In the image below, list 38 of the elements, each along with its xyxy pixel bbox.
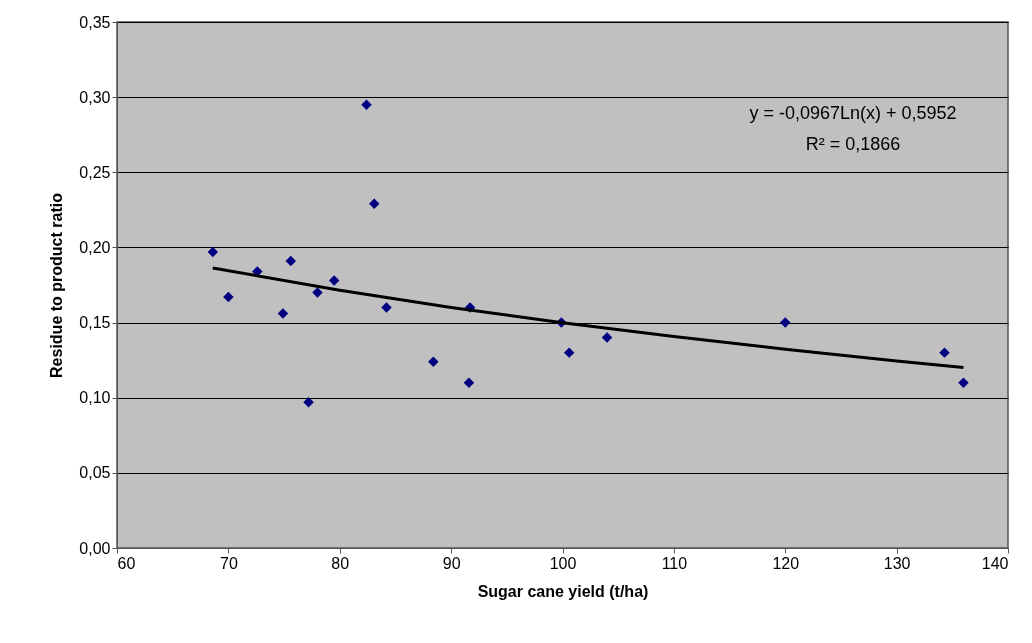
x-tick-label: 130 [883, 554, 911, 572]
point [277, 308, 289, 319]
x-tick-label: 60 [117, 554, 136, 572]
point [285, 255, 296, 267]
y-tick-label: 0,30 [79, 88, 111, 106]
point [303, 396, 314, 408]
point [369, 198, 380, 210]
x-tick-label: 140 [981, 554, 1009, 572]
x-tick-label: 90 [442, 554, 461, 572]
y-tick-label: 0,05 [79, 464, 111, 482]
annotation: y = -0,0967Ln(x) + 0,5952 [749, 103, 957, 123]
y-tick-label: 0,10 [79, 389, 111, 407]
point [601, 332, 613, 343]
x-tick-label: 70 [219, 554, 238, 572]
x-axis-title: Sugar cane yield (t/ha) [477, 582, 649, 600]
point [780, 317, 791, 328]
point [312, 287, 323, 298]
point [381, 302, 392, 313]
point [223, 291, 234, 303]
x-tick-label: 100 [549, 554, 577, 572]
point [207, 246, 219, 258]
y-tick-label: 0,35 [79, 13, 111, 31]
annotation: R² = 0,1866 [805, 134, 901, 154]
x-tick-label: 80 [331, 554, 350, 572]
point [563, 347, 575, 358]
point [328, 275, 340, 286]
y-tick-label: 0,25 [79, 163, 111, 181]
point [463, 377, 475, 388]
x-tick-label: 120 [772, 554, 800, 572]
y-axis-title: Residue to product ratio [48, 192, 66, 378]
y-tick-label: 0,15 [79, 314, 111, 332]
x-tick-label: 110 [661, 554, 688, 572]
point [958, 377, 969, 388]
point [939, 347, 950, 358]
y-tick-label: 0,20 [79, 238, 111, 256]
point [361, 99, 372, 110]
point [428, 356, 439, 367]
y-tick-label: 0,00 [79, 539, 111, 557]
